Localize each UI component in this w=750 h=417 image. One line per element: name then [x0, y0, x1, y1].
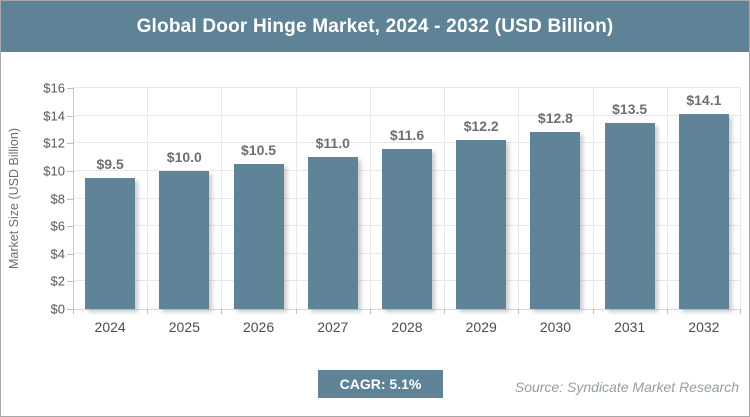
x-gridline [370, 88, 371, 309]
y-tick-mark [67, 88, 73, 89]
bar [604, 122, 655, 309]
x-axis-label: 2030 [539, 319, 572, 335]
x-gridline [221, 88, 222, 309]
x-tick-mark [221, 309, 222, 314]
x-tick-mark [740, 309, 741, 314]
x-axis-label: 2031 [614, 319, 646, 335]
y-tick-mark [67, 281, 73, 283]
x-tick-mark [593, 309, 594, 314]
x-axis-label: 2026 [242, 319, 275, 335]
y-tick-label: $16 [43, 80, 65, 96]
bar [530, 132, 581, 309]
y-tick-mark [67, 309, 73, 310]
bar [307, 157, 358, 309]
x-gridline [518, 88, 519, 309]
y-tick-mark [67, 143, 73, 145]
source-note: Source: Syndicate Market Research [514, 379, 739, 395]
x-tick-mark [444, 309, 445, 314]
y-tick-label: $8 [50, 191, 65, 206]
x-tick-mark [147, 309, 148, 314]
plot-area: $9.5 $10.0 $10.5 $11.0 $11.6 $12.2 $12.8 $13.5 $… [73, 87, 741, 310]
y-tick-mark [67, 170, 73, 172]
x-gridline [667, 88, 668, 309]
x-gridline [147, 88, 148, 309]
x-gridline [740, 88, 741, 309]
bar [233, 163, 284, 309]
x-axis-label: 2029 [465, 319, 497, 335]
x-gridline [444, 88, 445, 309]
x-tick-mark [518, 309, 519, 314]
y-tick-label: $6 [50, 218, 65, 234]
x-axis-label: 2025 [168, 319, 200, 335]
x-tick-mark [296, 309, 297, 314]
bar-value-label: $10.5 [241, 141, 277, 158]
bar-value-label: $11.0 [315, 135, 350, 152]
x-gridline [593, 88, 594, 309]
bar-value-label: $13.5 [612, 100, 648, 117]
x-axis-label: 2027 [317, 319, 349, 335]
y-gridline [73, 114, 741, 116]
y-tick-mark [67, 115, 73, 117]
bar [678, 114, 729, 309]
x-axis-label: 2028 [391, 319, 423, 335]
y-tick-label: $0 [50, 301, 65, 317]
y-tick-label: $12 [43, 135, 65, 151]
y-tick-mark [67, 198, 73, 200]
bar-value-label: $14.1 [686, 92, 722, 109]
bar-value-label: $10.0 [166, 148, 202, 165]
y-gridline [73, 309, 741, 310]
x-tick-mark [73, 309, 74, 314]
bar [159, 170, 210, 309]
cagr-badge: CAGR: 5.1% [318, 370, 443, 398]
x-tick-mark [667, 309, 668, 314]
bar [382, 148, 432, 309]
y-axis-line [73, 88, 74, 309]
bar-value-label: $12.2 [463, 118, 499, 135]
y-tick-label: $10 [43, 163, 65, 179]
y-gridline [73, 142, 741, 144]
bar [456, 140, 507, 309]
y-tick-label: $4 [50, 246, 65, 262]
y-gridline [73, 87, 741, 88]
cagr-badge-text: CAGR: 5.1% [339, 376, 422, 392]
x-gridline [296, 88, 297, 309]
bar-value-label: $11.6 [389, 126, 425, 143]
x-tick-mark [370, 309, 371, 314]
y-tick-label: $2 [50, 273, 65, 289]
bar-value-label: $12.8 [537, 110, 573, 127]
y-tick-mark [67, 253, 73, 255]
x-axis-label: 2024 [94, 319, 126, 335]
bar-value-label: $9.5 [96, 155, 124, 172]
y-tick-label: $14 [43, 108, 65, 124]
x-axis-label: 2032 [688, 319, 720, 335]
chart-title: Global Door Hinge Market, 2024 - 2032 (U… [136, 15, 614, 37]
chart-title-bar: Global Door Hinge Market, 2024 - 2032 (U… [1, 1, 749, 52]
bar [85, 177, 136, 309]
y-tick-mark [67, 226, 73, 228]
